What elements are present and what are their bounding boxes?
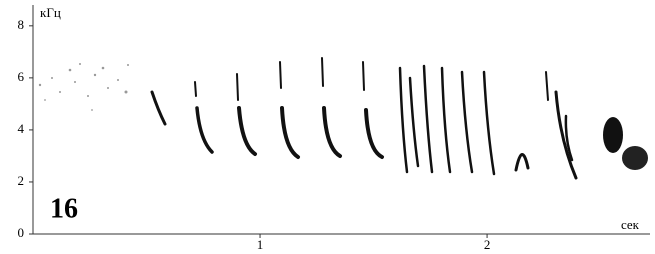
y-tick-label: 6	[18, 69, 25, 84]
y-tick-label: 4	[18, 121, 25, 136]
y-tick-label: 0	[18, 225, 25, 240]
chart: кГц сек 16 0 2 4 6 8 1 2	[0, 0, 655, 254]
x-axis-label: сек	[621, 217, 640, 232]
y-axis-label: кГц	[40, 5, 61, 20]
y-tick-label: 2	[18, 173, 25, 188]
panel-label: 16	[50, 193, 78, 224]
ticks: 0 2 4 6 8 1 2	[18, 17, 491, 252]
x-tick-label: 1	[257, 237, 264, 252]
x-tick-label: 2	[484, 237, 491, 252]
spectrogram-notes	[39, 58, 648, 178]
y-tick-label: 8	[18, 17, 25, 32]
